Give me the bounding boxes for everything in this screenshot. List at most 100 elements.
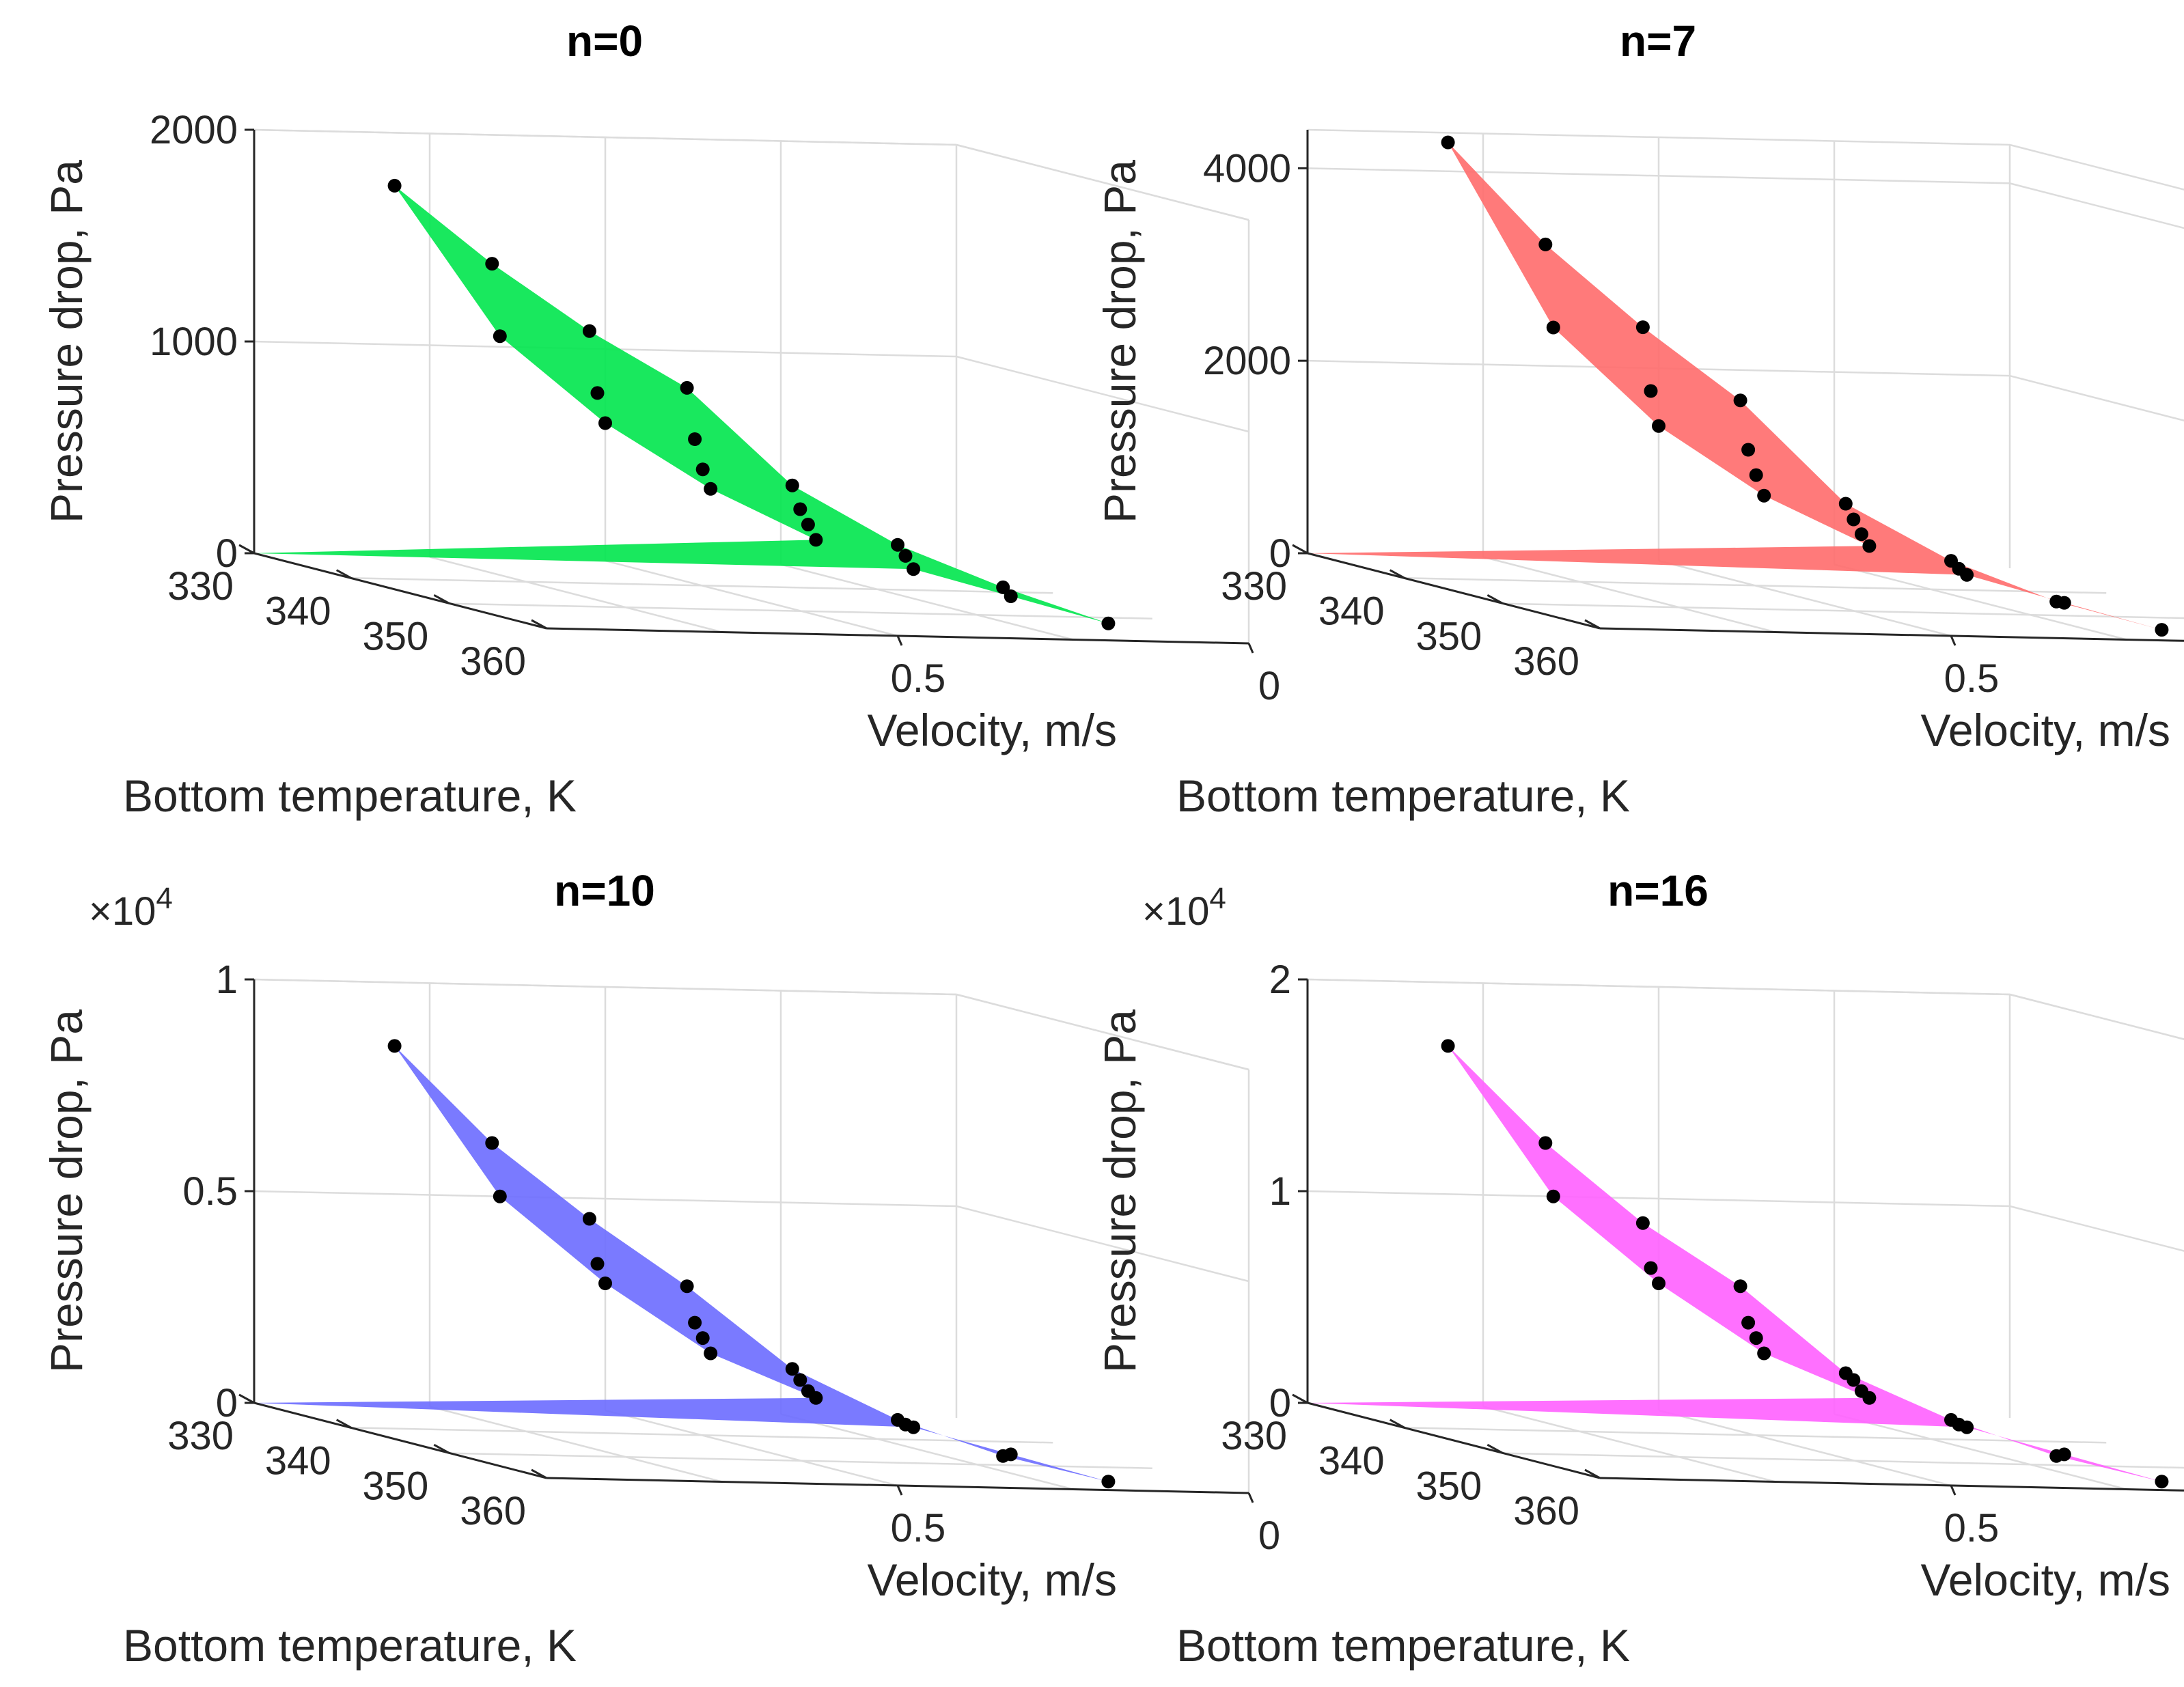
temperature-axis-line xyxy=(1307,552,1601,630)
surface-patch-3 xyxy=(254,1046,1109,1482)
data-point xyxy=(785,478,799,492)
data-point xyxy=(1854,1384,1868,1398)
data-point xyxy=(801,1384,815,1398)
data-point xyxy=(493,329,507,344)
velocity-axis-label-3: Velocity, m/s xyxy=(867,1554,1117,1605)
z-tick-label-2: 1 xyxy=(216,958,238,1002)
temperature-tick-mark xyxy=(433,1444,450,1454)
z-axis-label-3: Pressure drop, Pa xyxy=(41,1009,92,1373)
data-point xyxy=(1635,1216,1650,1230)
velocity-tick-label-0: 0 xyxy=(1258,1514,1280,1558)
temperature-tick-label-2: 350 xyxy=(363,1464,429,1508)
data-point xyxy=(680,380,694,395)
data-point xyxy=(1101,616,1116,630)
data-point xyxy=(485,257,499,271)
velocity-tick-mark xyxy=(896,635,903,646)
temperature-tick-label-2: 350 xyxy=(1416,614,1482,658)
temperature-tick-label-3: 360 xyxy=(1513,639,1579,684)
data-point xyxy=(688,1315,702,1330)
data-point xyxy=(1441,135,1455,150)
velocity-tick-label-1: 0.5 xyxy=(891,1506,946,1550)
data-point xyxy=(1538,237,1553,251)
data-point xyxy=(582,1212,596,1226)
data-point xyxy=(590,386,605,400)
data-point xyxy=(1546,320,1560,335)
temperature-tick-mark xyxy=(1389,569,1406,579)
data-points-4 xyxy=(1441,1039,2169,1489)
surface-2 xyxy=(1308,142,2162,630)
data-point xyxy=(1749,1331,1763,1346)
data-point xyxy=(2049,1449,2064,1463)
data-point xyxy=(2155,1475,2169,1489)
data-point xyxy=(898,548,913,563)
data-point xyxy=(1838,1366,1853,1380)
data-point xyxy=(1862,539,1877,553)
z-tick-label-1: 1 xyxy=(1269,1169,1291,1214)
velocity-tick-label-1: 0.5 xyxy=(1944,656,2000,701)
velocity-tick-label-0: 0 xyxy=(1258,664,1280,708)
data-point xyxy=(1644,1261,1658,1275)
data-point xyxy=(387,1039,402,1053)
chart-title-1: n=0 xyxy=(566,16,643,66)
data-point xyxy=(1652,419,1665,433)
data-point xyxy=(1944,554,1958,568)
temperature-tick-label-3: 360 xyxy=(460,639,526,684)
grid-3 xyxy=(253,978,1250,1493)
temperature-tick-label-1: 340 xyxy=(265,1439,331,1483)
data-points-3 xyxy=(387,1039,1116,1489)
data-point xyxy=(1757,488,1771,503)
temperature-tick-mark xyxy=(531,1468,547,1479)
data-points-2 xyxy=(1441,135,2169,637)
data-point xyxy=(1733,393,1747,408)
data-point xyxy=(704,482,718,496)
velocity-axis-label-4: Velocity, m/s xyxy=(1920,1554,2170,1605)
temperature-tick-label-0: 330 xyxy=(1221,564,1287,609)
temperature-tick-mark xyxy=(1292,544,1308,555)
temperature-tick-mark xyxy=(1487,1444,1504,1454)
z-tick-label-2: 4000 xyxy=(1203,146,1291,191)
grid-4 xyxy=(1307,978,2184,1490)
temperature-tick-label-0: 330 xyxy=(167,564,234,609)
z-tick-label-1: 2000 xyxy=(1203,339,1291,383)
temperature-axis-label-1: Bottom temperature, K xyxy=(123,770,577,821)
temperature-axis-label-4: Bottom temperature, K xyxy=(1176,1620,1630,1671)
velocity-tick-mark xyxy=(1247,1492,1254,1503)
axes-4: 01233034035036000.5 xyxy=(1221,958,2184,1550)
data-point xyxy=(598,416,612,430)
data-point xyxy=(907,562,921,576)
chart-title-3: n=10 xyxy=(554,866,655,915)
data-point xyxy=(785,1362,799,1376)
z-tick-label-0: 0 xyxy=(216,531,238,576)
z-exponent-3: ×104 xyxy=(89,882,173,934)
chart-panel-2: 0 2000 4000 330 340 350 360 0 0.5 n=7 Pressure dro… xyxy=(1094,16,2184,821)
velocity-tick-mark xyxy=(1247,643,1254,654)
data-point xyxy=(1757,1346,1771,1361)
axes-1: 0 1000 2000 330 340 350 360 0 0.5 xyxy=(150,108,1280,708)
velocity-axis-line xyxy=(1599,1477,2184,1492)
surface-4 xyxy=(1308,1046,2162,1482)
chart-panel-1: 0 1000 2000 330 340 350 360 0 0.5 n=0 Pressure dro… xyxy=(41,16,1280,821)
data-point xyxy=(1644,384,1658,398)
velocity-axis-line xyxy=(1599,627,2184,642)
data-point xyxy=(688,432,702,446)
data-point xyxy=(680,1279,694,1294)
surface-1 xyxy=(254,185,1109,624)
temperature-axis-label-2: Bottom temperature, K xyxy=(1176,770,1630,821)
temperature-tick-mark xyxy=(1389,1419,1406,1429)
temperature-axis-line xyxy=(253,1402,547,1479)
data-point xyxy=(1838,497,1853,511)
z-tick-label-1: 0.5 xyxy=(182,1169,238,1214)
data-point xyxy=(793,502,807,516)
data-point xyxy=(493,1189,507,1203)
data-point xyxy=(1944,1412,1958,1427)
data-points-1 xyxy=(387,178,1116,630)
data-point xyxy=(1847,512,1861,527)
temperature-tick-mark xyxy=(531,619,547,630)
data-point xyxy=(1004,589,1018,603)
temperature-tick-mark xyxy=(433,594,450,604)
data-point xyxy=(2155,623,2169,637)
data-point xyxy=(1538,1136,1553,1150)
data-point xyxy=(485,1136,499,1150)
data-point xyxy=(1546,1189,1560,1203)
